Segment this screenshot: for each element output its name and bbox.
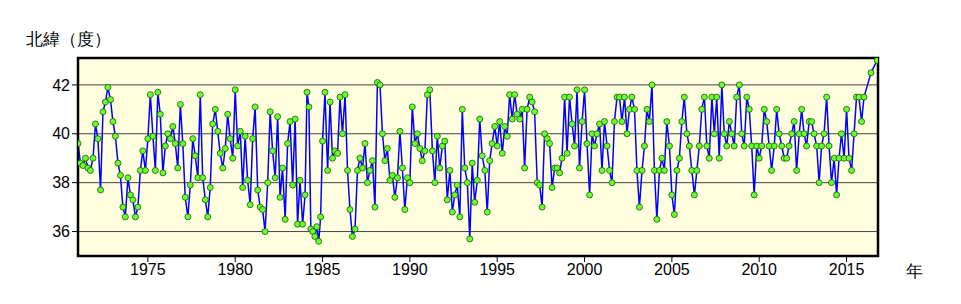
- svg-text:1985: 1985: [305, 261, 341, 278]
- html-text:北緯（度）: 北緯（度）: [26, 30, 111, 49]
- svg-text:42: 42: [52, 77, 70, 94]
- svg-text:1990: 1990: [392, 261, 428, 278]
- svg-text:36: 36: [52, 223, 70, 240]
- svg-text:2000: 2000: [567, 261, 603, 278]
- svg-text:1995: 1995: [479, 261, 515, 278]
- svg-text:2010: 2010: [741, 261, 777, 278]
- svg-text:2015: 2015: [829, 261, 865, 278]
- svg-text:1975: 1975: [130, 261, 166, 278]
- svg-text:1980: 1980: [217, 261, 253, 278]
- html-text:年: 年: [906, 262, 923, 281]
- svg-text:2005: 2005: [654, 261, 690, 278]
- svg-text:40: 40: [52, 125, 70, 142]
- svg-text:38: 38: [52, 174, 70, 191]
